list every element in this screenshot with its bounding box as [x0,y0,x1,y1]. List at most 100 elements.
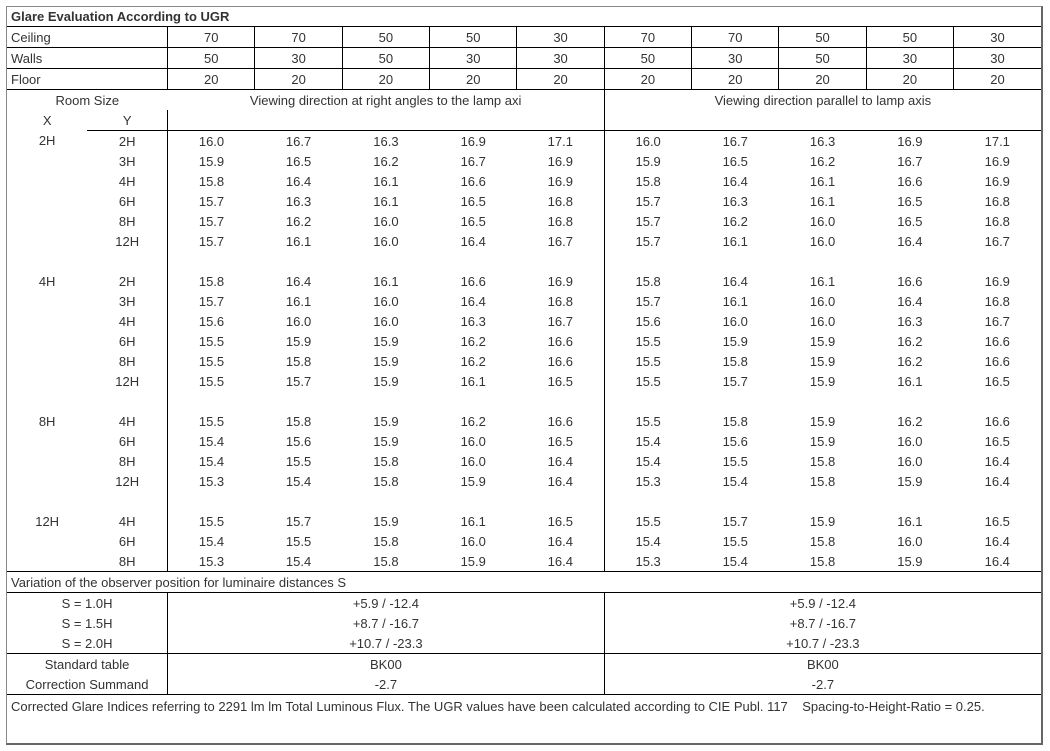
ugr-value: 16.3 [255,191,342,211]
y-value: 6H [87,331,167,351]
ugr-value: 16.2 [866,331,953,351]
ugr-value: 15.8 [604,271,691,291]
ugr-value: 16.5 [517,371,604,391]
y-value: 8H [87,551,167,572]
ugr-value: 15.9 [779,371,866,391]
ugr-value: 16.7 [954,231,1041,251]
ugr-value: 15.5 [168,411,255,431]
ugr-value: 16.2 [430,411,517,431]
correction-label: Correction Summand [7,674,168,695]
ugr-value: 16.0 [342,211,429,231]
ugr-value: 15.5 [168,351,255,371]
ugr-value: 15.5 [692,451,779,471]
ugr-value: 15.5 [168,511,255,531]
ugr-value: 16.1 [342,191,429,211]
variation-value: +5.9 / -12.4 [604,593,1041,614]
ugr-value: 16.0 [604,131,691,152]
ugr-value: 15.8 [779,551,866,572]
ugr-value: 15.5 [255,531,342,551]
ugr-value: 16.0 [779,291,866,311]
ceiling-row-val: 30 [954,27,1041,48]
ugr-value: 15.9 [779,331,866,351]
ugr-value: 15.9 [430,471,517,491]
x-label: X [7,110,87,131]
ugr-value: 16.8 [517,191,604,211]
ugr-value: 15.4 [692,551,779,572]
ceiling-row-val: 70 [255,27,342,48]
standard-table-value: BK00 [604,654,1041,675]
ugr-value: 16.2 [779,151,866,171]
ugr-value: 16.4 [517,531,604,551]
walls-row-label: Walls [7,48,168,69]
ugr-value: 16.0 [866,431,953,451]
ugr-value: 15.7 [168,191,255,211]
ugr-value: 16.9 [954,151,1041,171]
ugr-value: 15.9 [779,351,866,371]
ugr-value: 16.5 [430,211,517,231]
ugr-value: 16.1 [255,291,342,311]
ugr-value: 15.6 [692,431,779,451]
ugr-value: 15.9 [866,471,953,491]
ugr-value: 16.5 [517,431,604,451]
ugr-value: 16.6 [866,271,953,291]
y-value: 6H [87,191,167,211]
ugr-value: 16.0 [342,311,429,331]
ugr-value: 16.3 [779,131,866,152]
ugr-value: 16.0 [779,311,866,331]
ugr-value: 15.8 [779,451,866,471]
ugr-value: 15.7 [604,191,691,211]
floor-row-val: 20 [517,69,604,90]
ugr-value: 17.1 [517,131,604,152]
walls-row-val: 30 [866,48,953,69]
ceiling-row-val: 50 [866,27,953,48]
ugr-value: 16.4 [692,271,779,291]
ugr-value: 15.9 [430,551,517,572]
ugr-value: 16.2 [430,351,517,371]
ugr-value: 15.5 [604,371,691,391]
ugr-value: 15.9 [342,351,429,371]
walls-row-val: 50 [604,48,691,69]
ugr-value: 16.4 [954,551,1041,572]
ugr-value: 15.4 [255,471,342,491]
ugr-value: 16.5 [255,151,342,171]
ugr-value: 16.1 [866,511,953,531]
ugr-value: 16.1 [255,231,342,251]
ceiling-row-val: 70 [168,27,255,48]
ugr-value: 16.4 [255,271,342,291]
ugr-value: 16.5 [866,211,953,231]
ugr-value: 16.6 [517,351,604,371]
y-value: 4H [87,311,167,331]
ugr-value: 15.9 [255,331,342,351]
ugr-value: 15.9 [779,411,866,431]
ugr-value: 16.2 [866,351,953,371]
ugr-value: 15.4 [168,431,255,451]
ugr-value: 16.1 [779,271,866,291]
floor-row-val: 20 [779,69,866,90]
ceiling-row-val: 50 [430,27,517,48]
walls-row-val: 30 [517,48,604,69]
footnote-text: Corrected Glare Indices referring to 229… [7,695,1041,744]
ugr-value: 16.1 [430,371,517,391]
variation-value: +5.9 / -12.4 [168,593,605,614]
ugr-value: 15.7 [604,231,691,251]
y-value: 2H [87,131,167,152]
ugr-value: 16.8 [517,291,604,311]
ugr-value: 16.0 [168,131,255,152]
y-value: 4H [87,171,167,191]
variation-title: Variation of the observer position for l… [7,572,1041,593]
ugr-value: 16.8 [954,191,1041,211]
ceiling-row-label: Ceiling [7,27,168,48]
y-value: 4H [87,511,167,531]
walls-row-val: 30 [692,48,779,69]
floor-row-val: 20 [342,69,429,90]
ugr-value: 15.8 [342,471,429,491]
ugr-value: 16.6 [430,171,517,191]
ugr-value: 16.9 [430,131,517,152]
walls-row-val: 30 [430,48,517,69]
ugr-value: 15.5 [604,331,691,351]
ugr-value: 16.1 [342,271,429,291]
ugr-value: 16.4 [954,531,1041,551]
ugr-value: 15.7 [168,211,255,231]
floor-row-val: 20 [430,69,517,90]
ceiling-row-val: 50 [342,27,429,48]
